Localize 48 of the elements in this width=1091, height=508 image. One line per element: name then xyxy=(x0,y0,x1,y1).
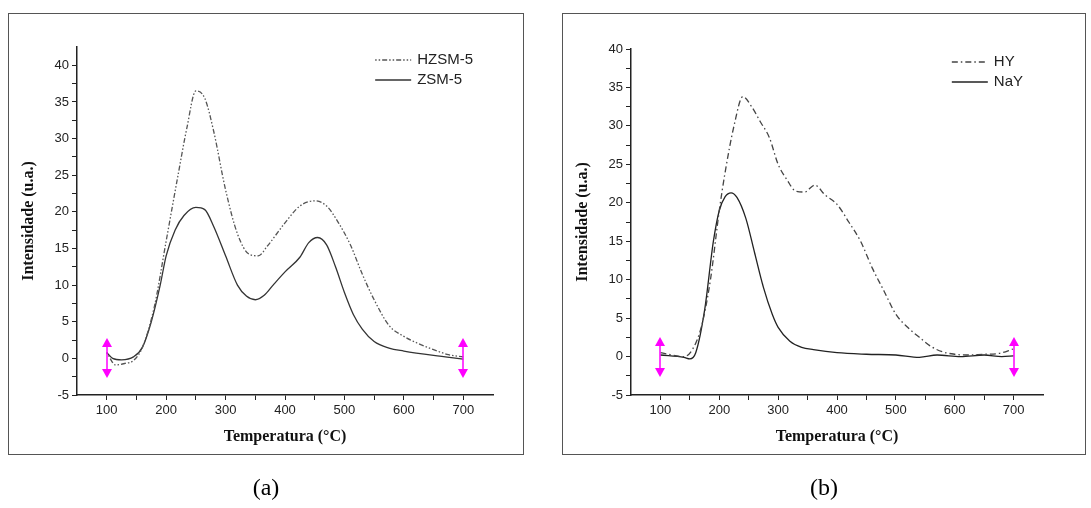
legend-label: NaY xyxy=(993,72,1024,90)
x-tick-label: 100 xyxy=(649,402,672,418)
y-tick-label: 35 xyxy=(608,79,623,95)
y-tick-label: 15 xyxy=(608,232,623,248)
x-tick-label: 400 xyxy=(274,402,296,418)
x-tick-label: 100 xyxy=(95,402,118,418)
x-tick-label: 200 xyxy=(155,402,177,418)
y-axis-title: Intensidade (u.a.) xyxy=(18,161,37,281)
line-series xyxy=(659,192,1015,360)
x-tick-label: 600 xyxy=(393,402,415,418)
y-tick-label: 5 xyxy=(615,309,623,325)
y-tick-label: 5 xyxy=(61,313,69,329)
legend-label: HY xyxy=(993,52,1015,70)
y-tick-label: 10 xyxy=(608,271,623,287)
x-axis-title: Temperatura (°C) xyxy=(775,426,899,445)
y-tick-label: 35 xyxy=(54,93,69,109)
y-tick-label: 10 xyxy=(54,276,69,292)
line-series xyxy=(106,90,464,366)
legend-label: HZSM-5 xyxy=(417,50,474,68)
x-tick-label: 700 xyxy=(452,402,475,418)
y-tick-label: 0 xyxy=(615,348,623,364)
line-series xyxy=(106,206,464,361)
x-tick-label: 700 xyxy=(1002,402,1025,418)
text: (a) xyxy=(251,474,281,501)
y-axis-title: Intensidade (u.a.) xyxy=(572,162,591,282)
y-tick-label: 25 xyxy=(608,155,623,171)
x-tick-label: 600 xyxy=(943,402,966,418)
legend-label: ZSM-5 xyxy=(417,70,463,88)
x-tick-label: 300 xyxy=(214,402,237,418)
x-tick-label: 400 xyxy=(826,402,848,418)
y-tick-label: 0 xyxy=(61,349,69,365)
y-tick-label: 40 xyxy=(608,40,623,56)
x-tick-label: 200 xyxy=(708,402,731,418)
y-tick-label: -5 xyxy=(611,386,623,402)
y-tick-label: 25 xyxy=(54,166,69,182)
y-tick-label: 30 xyxy=(54,130,69,146)
y-tick-label: 40 xyxy=(54,56,69,72)
line-series xyxy=(659,96,1015,358)
x-tick-label: 300 xyxy=(767,402,789,418)
text: (b) xyxy=(809,474,839,501)
x-axis-title: Temperatura (°C) xyxy=(223,426,347,445)
x-tick-label: 500 xyxy=(885,402,907,418)
y-tick-label: 20 xyxy=(608,194,623,210)
y-tick-label: 15 xyxy=(54,240,69,256)
y-tick-label: 30 xyxy=(608,117,623,133)
x-tick-label: 500 xyxy=(333,402,356,418)
y-tick-label: -5 xyxy=(57,386,69,402)
y-tick-label: 20 xyxy=(54,203,69,219)
